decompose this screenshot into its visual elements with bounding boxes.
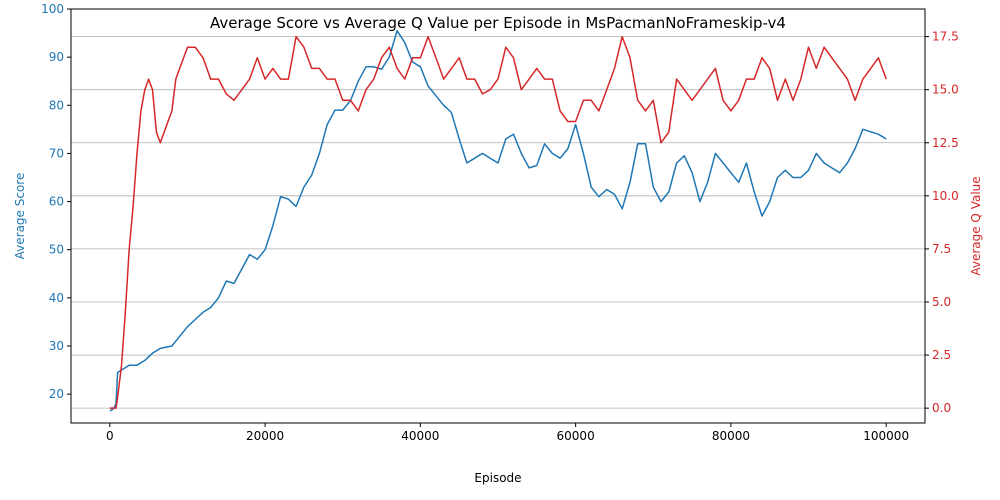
left-y-tick-label: 40: [49, 291, 64, 305]
left-y-axis-ticks: 20 30 40 50 60 70 80 90 100: [41, 2, 71, 401]
series-lines: [109, 29, 887, 412]
chart-title: Average Score vs Average Q Value per Epi…: [210, 14, 786, 32]
left-y-tick-label: 60: [49, 195, 64, 209]
grid-lines: [71, 36, 925, 409]
right-y-tick-label: 2.5: [932, 348, 951, 362]
q-value-series-line: [109, 35, 887, 409]
x-tick-label: 20000: [246, 429, 284, 443]
x-tick-label: 100000: [863, 429, 909, 443]
right-y-tick-label: 0.0: [932, 401, 951, 415]
x-tick-label: 40000: [401, 429, 439, 443]
x-tick-label: 80000: [712, 429, 750, 443]
right-y-tick-label: 10.0: [932, 189, 959, 203]
x-axis-ticks: 0 20000 40000 60000 80000 100000: [106, 423, 909, 443]
left-y-tick-label: 20: [49, 387, 64, 401]
left-y-tick-label: 90: [49, 50, 64, 64]
x-tick-label: 60000: [557, 429, 595, 443]
left-y-tick-label: 80: [49, 98, 64, 112]
x-tick-label: 0: [106, 429, 114, 443]
right-y-axis-label: Average Q Value: [969, 176, 983, 275]
right-y-axis-ticks: 0.0 2.5 5.0 7.5 10.0 12.5 15.0 17.5: [925, 30, 959, 415]
x-axis-label: Episode: [474, 471, 521, 485]
right-y-tick-label: 17.5: [932, 30, 959, 44]
plot-frame: [70, 8, 926, 424]
left-y-tick-label: 100: [41, 2, 64, 16]
left-y-tick-label: 50: [49, 243, 64, 257]
score-series-line: [109, 29, 887, 412]
right-y-tick-label: 15.0: [932, 83, 959, 97]
right-y-tick-label: 5.0: [932, 295, 951, 309]
left-y-tick-label: 70: [49, 146, 64, 160]
right-y-tick-label: 12.5: [932, 136, 959, 150]
right-y-tick-label: 7.5: [932, 242, 951, 256]
left-y-tick-label: 30: [49, 339, 64, 353]
left-y-axis-label: Average Score: [13, 173, 27, 260]
